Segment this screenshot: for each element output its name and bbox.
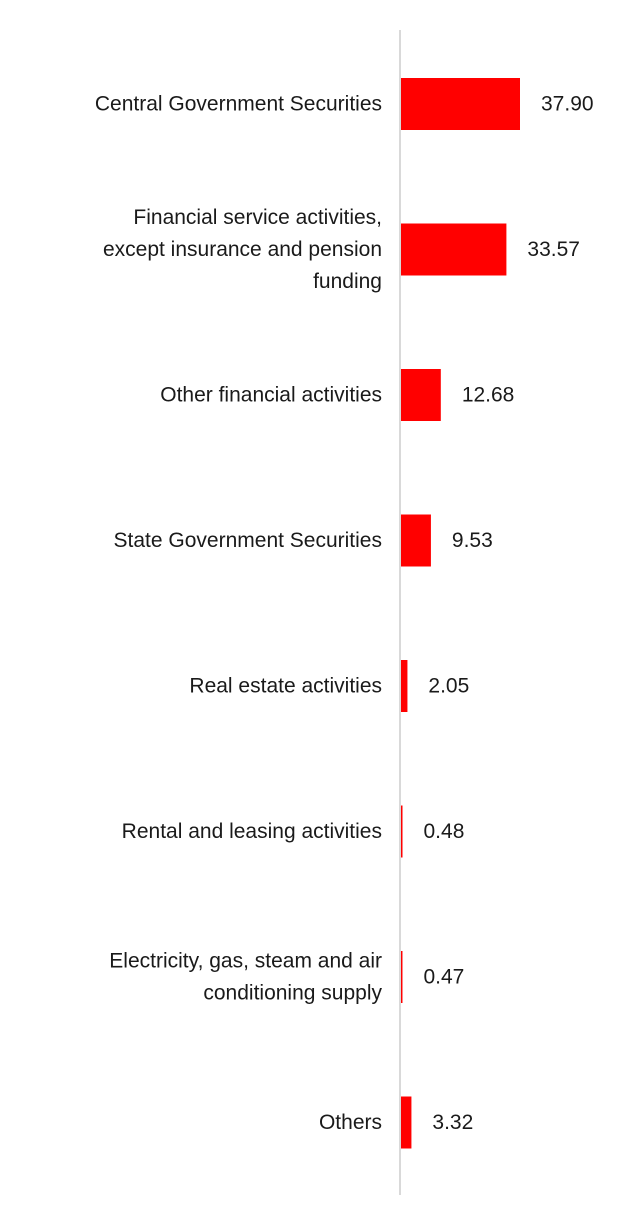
data-label: 33.57	[527, 238, 580, 261]
data-label: 0.47	[423, 966, 464, 989]
bar	[401, 369, 441, 421]
category-label: State Government Securities	[114, 529, 382, 552]
category-label: Central Government Securities	[95, 93, 382, 116]
category-label-line: funding	[313, 270, 382, 293]
data-label: 37.90	[541, 93, 594, 116]
bar	[401, 514, 431, 567]
category-label-line: Others	[319, 1111, 382, 1134]
data-label: 0.48	[424, 820, 465, 843]
data-label: 2.05	[428, 675, 469, 698]
bar	[401, 223, 507, 276]
bar	[401, 1096, 412, 1149]
bar	[401, 805, 403, 858]
category-label-line: conditioning supply	[203, 982, 382, 1005]
category-label-line: Rental and leasing activities	[122, 820, 382, 843]
category-label: Real estate activities	[189, 675, 382, 698]
bar	[401, 660, 408, 712]
data-label: 12.68	[462, 384, 515, 407]
category-label-line: State Government Securities	[114, 529, 382, 552]
bar	[401, 78, 520, 130]
category-label-line: Financial service activities,	[133, 206, 382, 229]
category-label: Electricity, gas, steam and air condition…	[109, 950, 382, 1005]
category-label-line: Electricity, gas, steam and air	[109, 950, 382, 973]
category-label-line: Real estate activities	[189, 675, 382, 698]
category-label: Other financial activities	[160, 384, 382, 407]
bar	[401, 951, 403, 1003]
category-label: Rental and leasing activities	[122, 820, 382, 843]
category-label-line: Central Government Securities	[95, 93, 382, 116]
category-label-line: Other financial activities	[160, 384, 382, 407]
category-label-line: except insurance and pension	[103, 238, 382, 261]
category-label: Others	[319, 1111, 382, 1134]
category-label: Financial service activities, except insu…	[103, 206, 382, 293]
data-label: 9.53	[452, 529, 493, 552]
data-label: 3.32	[432, 1111, 473, 1134]
